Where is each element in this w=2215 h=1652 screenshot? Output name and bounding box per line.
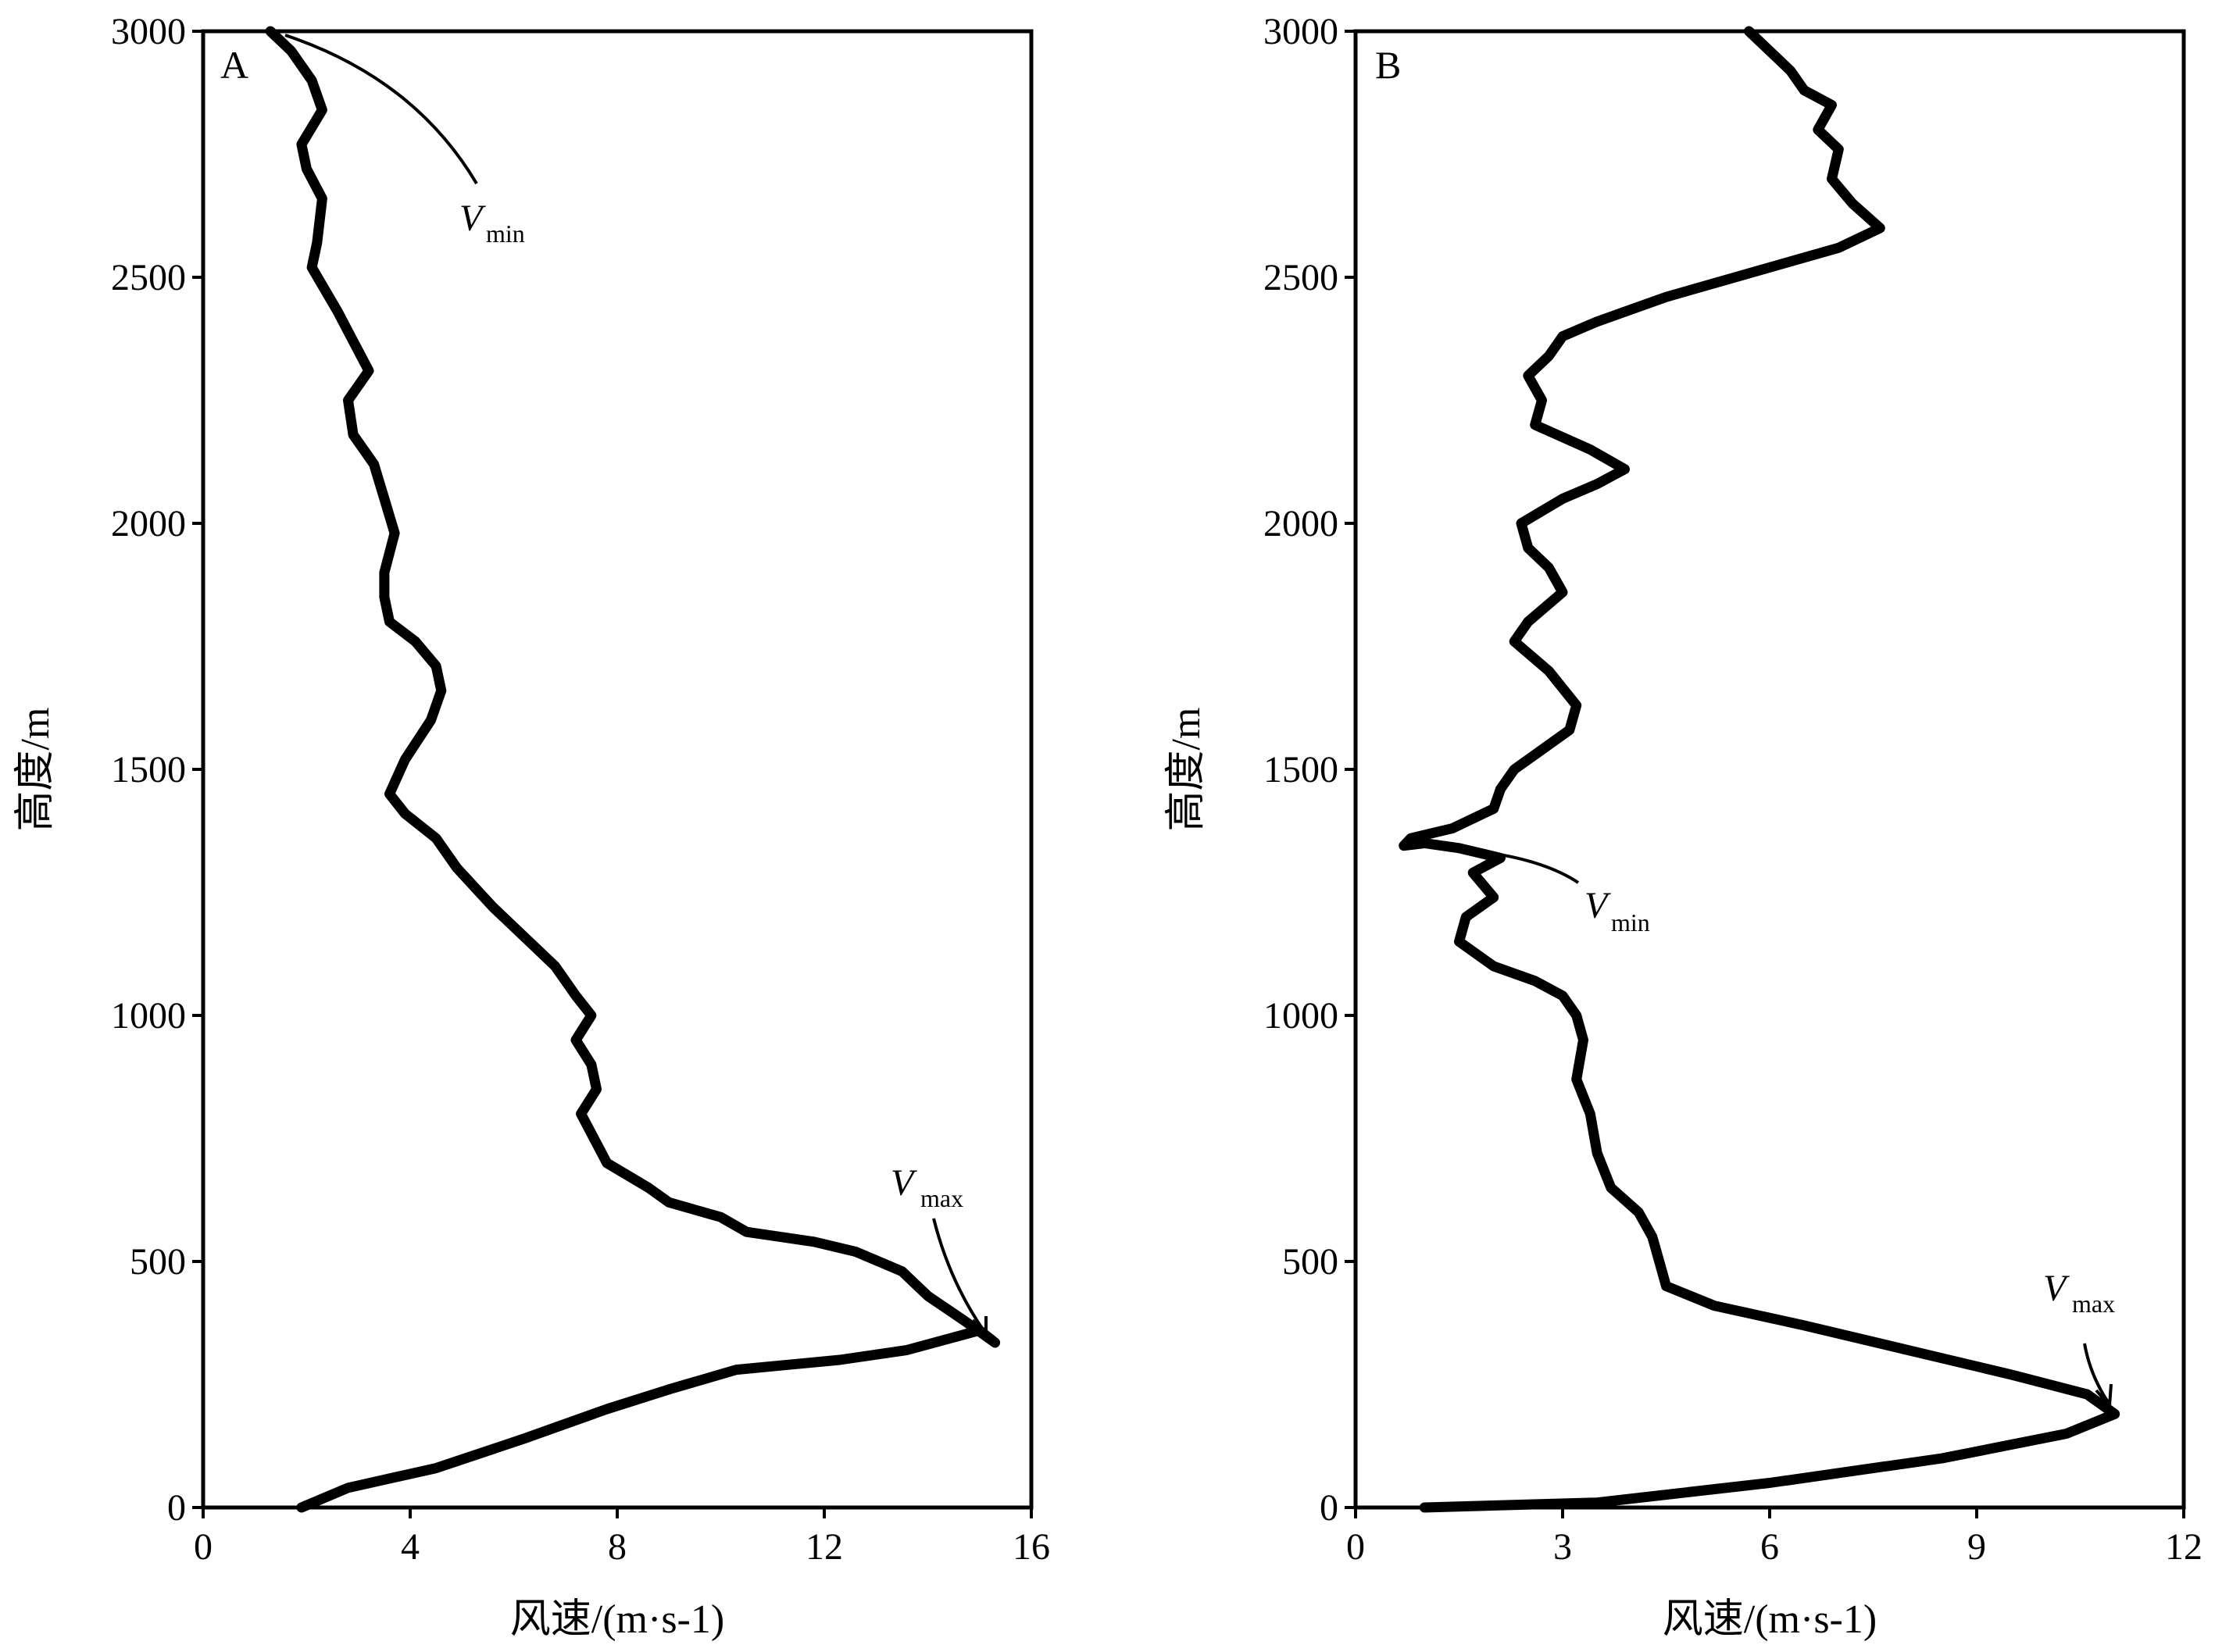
panel-b-label: B bbox=[1375, 43, 1401, 87]
panel-b-vmin-letter: V bbox=[1584, 885, 1611, 926]
panel-a-y-tick-label: 2500 bbox=[111, 257, 186, 298]
panel-b-y-tick-label: 3000 bbox=[1263, 11, 1338, 52]
panel-a-vmax-subscript: max bbox=[920, 1184, 963, 1212]
panel-a-wind-speed-line bbox=[265, 26, 1001, 1513]
panel-a-x-tick-label: 0 bbox=[194, 1526, 213, 1568]
panel-a-x-tick-label: 16 bbox=[1013, 1526, 1050, 1568]
panel-a-plot-frame bbox=[201, 29, 1034, 1510]
panel-b-vmin-subscript: min bbox=[1611, 908, 1650, 937]
panel-b-chart: 0 3 6 9 12 0 500 1000 1500 2000 2500 3000 B 风速/(m·… bbox=[1164, 11, 2202, 1642]
panel-b-vmax-subscript: max bbox=[2072, 1290, 2115, 1318]
panel-b-y-tick-label: 500 bbox=[1282, 1241, 1338, 1283]
panel-a-y-tick-label: 2000 bbox=[111, 503, 186, 544]
panel-a-x-tick-label: 4 bbox=[401, 1526, 420, 1568]
panel-a-x-axis-label: 风速/(m·s-1) bbox=[510, 1597, 724, 1642]
panel-a-vmax-letter: V bbox=[891, 1162, 917, 1204]
panel-a-y-tick-label: 0 bbox=[167, 1487, 186, 1529]
panel-b-x-tick-label: 12 bbox=[2165, 1526, 2202, 1568]
panel-b-vmax-arrowhead bbox=[2095, 1383, 2113, 1411]
panel-a-vmax-arrowhead bbox=[971, 1316, 988, 1342]
panel-b-x-tick-label: 9 bbox=[1967, 1526, 1986, 1568]
panel-b-x-ticks: 0 3 6 9 12 bbox=[1346, 1507, 2202, 1568]
panel-b-y-tick-label: 1500 bbox=[1263, 749, 1338, 790]
panel-b-x-tick-label: 0 bbox=[1346, 1526, 1365, 1568]
panel-a-vmin-letter: V bbox=[459, 198, 486, 239]
panel-a-chart: 0 4 8 12 16 0 500 1000 1500 2000 2500 3000 A 风速/(m… bbox=[13, 11, 1050, 1642]
panel-b-y-tick-label: 2000 bbox=[1263, 503, 1338, 544]
panel-b-vmin-pointer bbox=[1429, 846, 1580, 884]
panel-a-vmax-pointer bbox=[932, 1218, 986, 1333]
panel-a-y-tick-label: 500 bbox=[130, 1241, 186, 1283]
panel-b-vmax-pointer bbox=[2083, 1343, 2110, 1404]
panel-b-x-tick-label: 6 bbox=[1760, 1526, 1779, 1568]
panel-a-y-tick-label: 3000 bbox=[111, 11, 186, 52]
panel-b-x-tick-label: 3 bbox=[1553, 1526, 1572, 1568]
panel-b-y-tick-label: 0 bbox=[1320, 1487, 1338, 1529]
panel-a-x-tick-label: 12 bbox=[806, 1526, 843, 1568]
panel-b-y-axis-label: 高度/m bbox=[1164, 708, 1209, 832]
panel-b-x-axis-label: 风速/(m·s-1) bbox=[1663, 1597, 1877, 1642]
panel-a-y-axis-label: 高度/m bbox=[13, 708, 58, 832]
panel-a-y-tick-label: 1000 bbox=[111, 995, 186, 1037]
panel-b-y-tick-label: 1000 bbox=[1263, 995, 1338, 1037]
panel-a-y-tick-label: 1500 bbox=[111, 749, 186, 790]
panel-a-x-ticks: 0 4 8 12 16 bbox=[194, 1507, 1050, 1568]
panel-b-wind-speed-line bbox=[1399, 26, 2120, 1513]
panel-a-x-tick-label: 8 bbox=[608, 1526, 627, 1568]
panel-a-label: A bbox=[220, 43, 248, 87]
panel-a-y-ticks: 0 500 1000 1500 2000 2500 3000 bbox=[111, 11, 203, 1529]
panel-a-vmin-subscript: min bbox=[486, 219, 525, 248]
panel-b-y-tick-label: 2500 bbox=[1263, 257, 1338, 298]
panel-b-y-ticks: 0 500 1000 1500 2000 2500 3000 bbox=[1263, 11, 1356, 1529]
panel-b-vmax-letter: V bbox=[2043, 1268, 2070, 1309]
panel-a-vmin-pointer bbox=[284, 34, 478, 185]
